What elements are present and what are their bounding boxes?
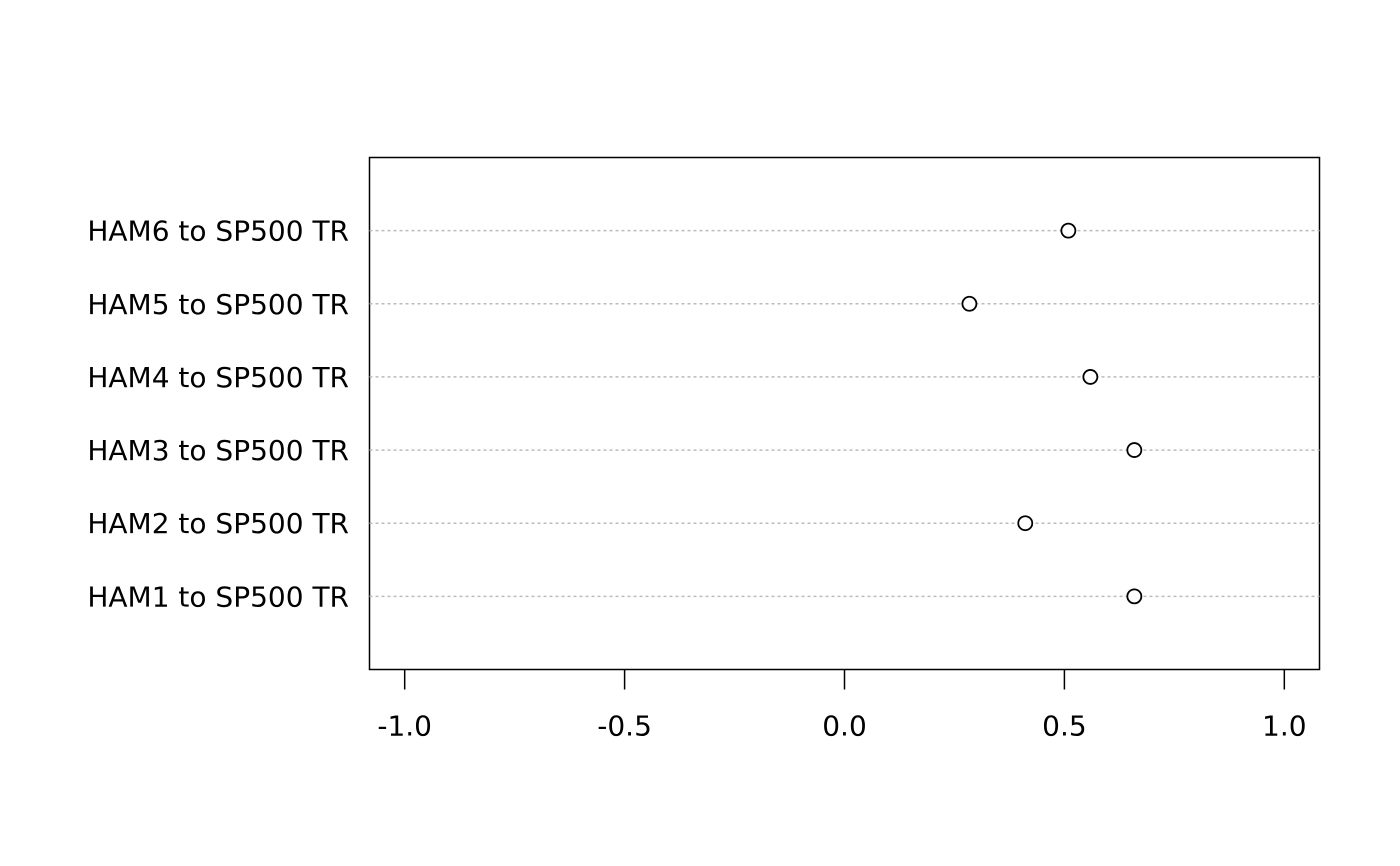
dot <box>961 295 978 312</box>
x-tick-label: 1.0 <box>1262 710 1307 743</box>
dot <box>1126 442 1143 458</box>
y-tick-label: HAM1 to SP500 TR <box>87 580 349 613</box>
y-tick-label: HAM6 to SP500 TR <box>87 215 349 248</box>
dot <box>1060 222 1077 239</box>
x-tick-label: -0.5 <box>597 710 652 743</box>
x-tick-label: -1.0 <box>377 710 432 743</box>
y-tick-label: HAM4 to SP500 TR <box>87 361 349 394</box>
y-tick-label: HAM2 to SP500 TR <box>87 507 349 540</box>
dot <box>1017 515 1034 532</box>
dot <box>1082 369 1099 385</box>
dot <box>1126 588 1143 605</box>
x-tick-label: 0.0 <box>822 710 867 743</box>
plot-frame <box>368 156 1321 671</box>
y-tick-label: HAM5 to SP500 TR <box>87 288 349 321</box>
y-tick-label: HAM3 to SP500 TR <box>87 434 349 467</box>
x-tick-label: 0.5 <box>1042 710 1087 743</box>
